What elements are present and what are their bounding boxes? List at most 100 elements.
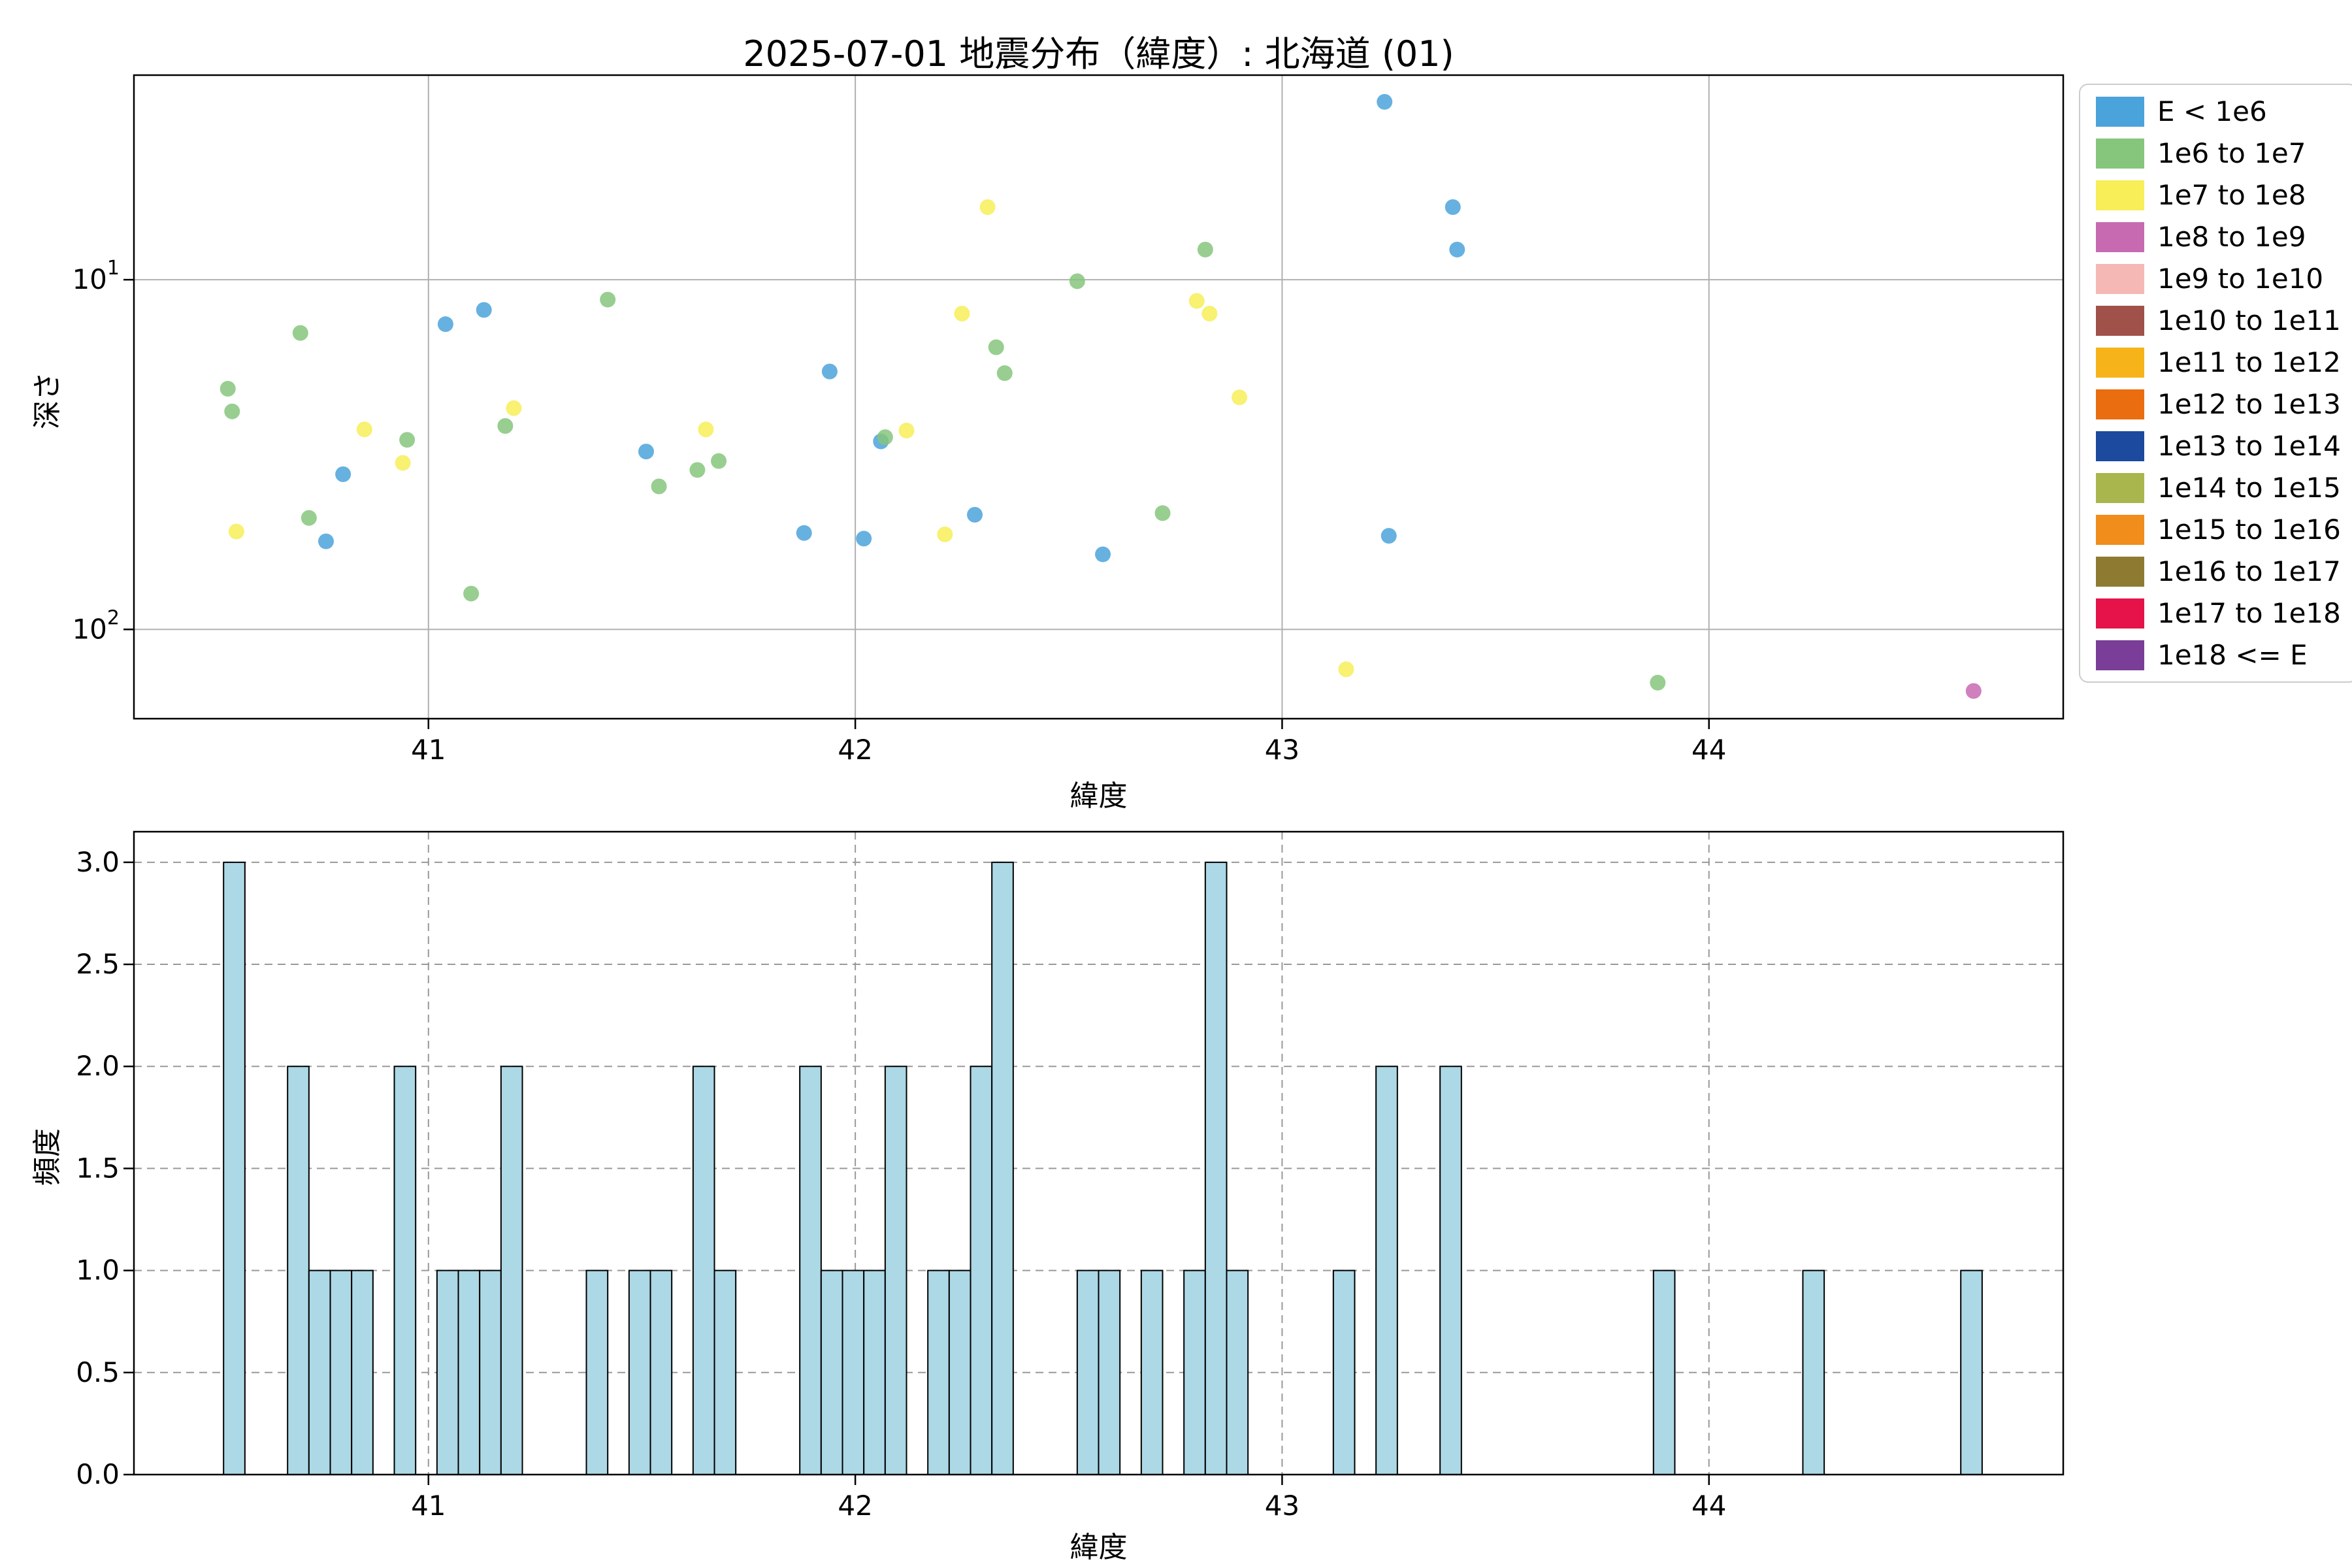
legend-swatch (2096, 640, 2144, 670)
hist-xtick-label: 44 (1691, 1490, 1726, 1522)
histogram-bar (585, 1269, 609, 1475)
legend-item: E < 1e6 (2096, 95, 2341, 127)
scatter-point (1154, 505, 1171, 521)
scatter-point (318, 533, 334, 549)
scatter-point (1338, 661, 1354, 678)
legend-item: 1e8 to 1e9 (2096, 221, 2341, 253)
legend-label: 1e8 to 1e9 (2157, 221, 2306, 253)
scatter-point (988, 339, 1004, 355)
legend-label: 1e6 to 1e7 (2157, 137, 2306, 169)
hist-xtick-label: 43 (1265, 1490, 1299, 1522)
histogram-bar (308, 1269, 331, 1475)
legend-label: 1e7 to 1e8 (2157, 179, 2306, 211)
scatter-xlabel: 緯度 (1070, 779, 1128, 813)
legend-swatch (2096, 431, 2144, 461)
scatter-point (600, 291, 616, 308)
histogram-bar (223, 861, 246, 1476)
scatter-point (821, 363, 838, 380)
legend-label: 1e18 <= E (2157, 639, 2308, 671)
scatter-xtick-label: 41 (411, 734, 446, 766)
histogram-bar (1076, 1269, 1100, 1475)
histogram-bar (970, 1066, 993, 1475)
hist-ytick-label: 0.5 (76, 1356, 120, 1388)
legend-label: 1e10 to 1e11 (2157, 304, 2341, 336)
scatter-point (1449, 241, 1465, 257)
histogram-bar (1960, 1269, 1983, 1475)
hist-frame (133, 830, 2065, 1476)
histogram-bar (287, 1066, 310, 1475)
scatter-point (698, 421, 714, 438)
scatter-xtick-label: 44 (1691, 734, 1726, 766)
histogram-bar (649, 1269, 673, 1475)
legend-item: 1e11 to 1e12 (2096, 346, 2341, 378)
legend-swatch (2096, 514, 2144, 545)
scatter-point (937, 526, 953, 542)
scatter-point (228, 523, 244, 540)
scatter-point (689, 462, 706, 478)
histogram-bar (927, 1269, 950, 1475)
scatter-point (395, 455, 411, 471)
histogram-bar (628, 1269, 651, 1475)
legend-swatch (2096, 347, 2144, 378)
histogram-xlabel: 緯度 (1070, 1531, 1128, 1564)
histogram-bar (1204, 861, 1228, 1476)
scatter-point (476, 302, 492, 318)
histogram-bar (820, 1269, 843, 1475)
scatter-point (1069, 273, 1085, 289)
histogram-bar (948, 1269, 972, 1475)
scatter-ytick-label: 101 (72, 257, 120, 295)
legend-swatch (2096, 96, 2144, 127)
legend-swatch (2096, 389, 2144, 419)
scatter-point (1965, 683, 1982, 699)
histogram-bar (1375, 1066, 1398, 1475)
legend-swatch (2096, 598, 2144, 629)
histogram-bar (457, 1269, 481, 1475)
histogram-bar (393, 1066, 417, 1475)
scatter-point (497, 418, 514, 434)
scatter-frame (133, 74, 2065, 720)
scatter-ylabel: 深さ (31, 372, 64, 429)
hist-ytick-label: 2.5 (76, 948, 120, 980)
hist-ytick-label: 1.5 (76, 1152, 120, 1184)
hist-ytick-label: 3.0 (76, 846, 120, 878)
legend-label: 1e13 to 1e14 (2157, 430, 2341, 462)
histogram-bar (479, 1269, 502, 1475)
legend-swatch (2096, 263, 2144, 294)
hist-ytick-label: 2.0 (76, 1050, 120, 1082)
figure-title: 2025-07-01 地震分布（緯度）: 北海道 (01) (743, 33, 1454, 74)
legend-swatch (2096, 221, 2144, 252)
scatter-point (877, 429, 893, 446)
scatter-point (506, 400, 522, 416)
scatter-point (711, 453, 727, 469)
histogram-bar (863, 1269, 886, 1475)
histogram-bar (692, 1066, 715, 1475)
legend-label: 1e12 to 1e13 (2157, 388, 2341, 420)
histogram-bar (1802, 1269, 1825, 1475)
scatter-point (638, 444, 654, 460)
scatter-point (292, 325, 308, 341)
legend-item: 1e16 to 1e17 (2096, 555, 2341, 587)
scatter-point (1197, 241, 1213, 257)
histogram-bar (500, 1066, 523, 1475)
histogram-bar (884, 1066, 907, 1475)
scatter-point (399, 432, 416, 448)
legend-item: 1e17 to 1e18 (2096, 597, 2341, 629)
legend-item: 1e12 to 1e13 (2096, 388, 2341, 420)
legend-item: 1e10 to 1e11 (2096, 304, 2341, 336)
histogram-bar (841, 1269, 865, 1475)
histogram-bar (713, 1269, 737, 1475)
scatter-point (301, 510, 317, 526)
legend-item: 1e6 to 1e7 (2096, 137, 2341, 169)
scatter-point (1095, 546, 1111, 563)
hist-xtick-label: 41 (411, 1490, 446, 1522)
legend-label: E < 1e6 (2157, 95, 2267, 127)
legend-swatch (2096, 305, 2144, 336)
scatter-xtick-label: 43 (1265, 734, 1299, 766)
histogram-bar (1439, 1066, 1462, 1475)
histogram-bar (1183, 1269, 1206, 1475)
hist-ytick-label: 0.0 (76, 1458, 120, 1490)
scatter-point (335, 466, 351, 482)
scatter-point (1380, 528, 1397, 544)
scatter-point (898, 423, 915, 439)
